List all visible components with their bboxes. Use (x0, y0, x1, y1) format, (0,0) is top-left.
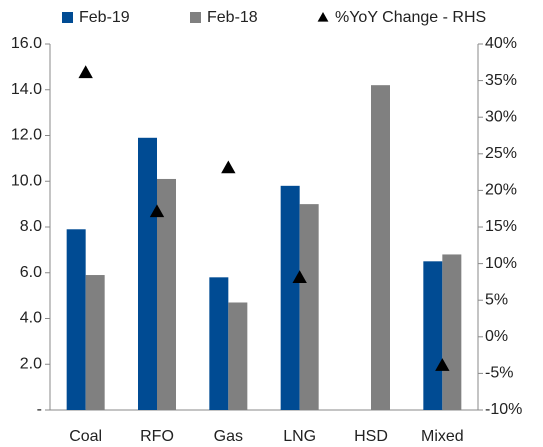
legend-label: Feb-18 (207, 9, 258, 26)
y-tick-label: 6.0 (20, 264, 42, 281)
y2-tick-label: 40% (485, 35, 517, 52)
y-tick-label: 4.0 (20, 310, 42, 327)
y2-tick-label: 35% (485, 72, 517, 89)
y2-tick-label: 5% (485, 291, 508, 308)
bar (280, 185, 300, 410)
bar (157, 178, 176, 410)
bar (228, 302, 248, 410)
y-tick-label: 14.0 (11, 81, 42, 98)
x-tick-label: LNG (283, 428, 316, 445)
y2-tick-label: 15% (485, 218, 517, 235)
y-tick-label: - (37, 401, 42, 418)
y-tick-label: 8.0 (20, 218, 42, 235)
marker (435, 358, 450, 371)
legend-marker (62, 12, 73, 23)
x-tick-label: Coal (69, 428, 102, 445)
y2-tick-label: 10% (485, 255, 517, 272)
y-tick-label: 16.0 (11, 35, 42, 52)
bar (423, 261, 443, 410)
y-tick-label: 2.0 (20, 355, 42, 372)
marker (78, 65, 93, 79)
bar (442, 254, 462, 410)
bar (209, 277, 229, 410)
bar (371, 85, 390, 411)
marker (221, 160, 236, 174)
x-tick-label: Gas (214, 428, 243, 445)
legend-marker (317, 12, 329, 22)
x-tick-label: HSD (354, 428, 388, 445)
legend-label: %YoY Change - RHS (335, 9, 486, 26)
legend-label: Feb-19 (79, 9, 130, 26)
y2-tick-label: 20% (485, 182, 517, 199)
y-tick-label: 12.0 (11, 127, 42, 144)
bar (85, 275, 105, 410)
y2-tick-label: -10% (485, 401, 522, 418)
bar (138, 137, 157, 410)
bar (299, 204, 319, 410)
y2-tick-label: -5% (485, 365, 513, 382)
marker (149, 204, 165, 218)
x-tick-label: Mixed (421, 428, 464, 445)
x-tick-label: RFO (140, 428, 174, 445)
y-tick-label: 10.0 (11, 172, 42, 189)
y2-tick-label: 0% (485, 328, 508, 345)
legend-marker (190, 12, 201, 23)
bar (66, 229, 86, 410)
marker (292, 270, 307, 284)
y2-tick-label: 30% (485, 108, 517, 125)
y2-tick-label: 25% (485, 145, 517, 162)
